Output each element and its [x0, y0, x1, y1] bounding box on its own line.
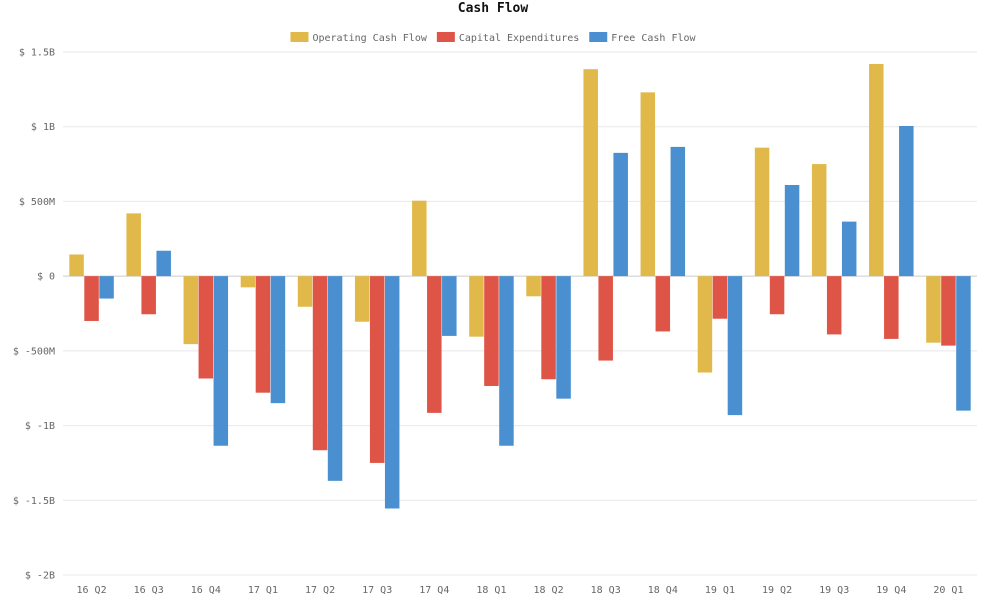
bar-capital-expenditures-18-q4	[655, 276, 671, 332]
x-tick-label: 16 Q4	[191, 585, 221, 596]
bar-operating-cash-flow-19-q4	[869, 63, 884, 277]
bar-operating-cash-flow-17-q3	[354, 276, 370, 322]
legend-swatch	[290, 32, 309, 42]
bar-free-cash-flow-17-q2	[327, 276, 343, 481]
bar-free-cash-flow-20-q1	[956, 276, 971, 411]
x-tick-label: 18 Q1	[476, 585, 506, 596]
bar-operating-cash-flow-18-q1	[469, 276, 484, 337]
bar-capital-expenditures-16-q2	[84, 276, 99, 321]
legend-swatch	[436, 32, 455, 42]
bar-capital-expenditures-19-q1	[712, 276, 728, 319]
bar-free-cash-flow-17-q4	[442, 276, 457, 336]
x-tick-label: 19 Q4	[876, 585, 906, 596]
bar-capital-expenditures-17-q3	[369, 276, 385, 463]
legend-label: Operating Cash Flow	[312, 33, 427, 44]
bar-operating-cash-flow-17-q2	[297, 276, 313, 307]
x-tick-label: 18 Q4	[648, 585, 678, 596]
x-tick-label: 18 Q3	[591, 585, 621, 596]
bar-capital-expenditures-19-q2	[769, 276, 785, 315]
legend-label: Free Cash Flow	[611, 33, 696, 44]
bar-capital-expenditures-18-q1	[484, 276, 499, 386]
bar-capital-expenditures-16-q4	[198, 276, 214, 379]
y-tick-label: $ -1.5B	[13, 496, 55, 507]
y-tick-label: $ -2B	[25, 571, 55, 582]
bar-operating-cash-flow-16-q3	[126, 213, 141, 277]
bar-capital-expenditures-19-q3	[826, 276, 842, 335]
bar-capital-expenditures-18-q2	[541, 276, 556, 380]
x-tick-label: 16 Q3	[134, 585, 164, 596]
bar-capital-expenditures-17-q1	[255, 276, 271, 393]
bar-operating-cash-flow-18-q3	[583, 69, 598, 277]
chart-title: Cash Flow	[458, 1, 529, 16]
x-tick-label: 17 Q2	[305, 585, 335, 596]
x-tick-label: 18 Q2	[534, 585, 564, 596]
y-axis-tick-labels: $ 1.5B $ 1B $ 500M $ 0 $ -500M $ -1B $ -1.5B $ …	[13, 48, 55, 582]
legend-item-operating-cash-flow[interactable]: Operating Cash Flow	[290, 32, 428, 44]
bar-free-cash-flow-19-q1	[727, 276, 743, 416]
y-tick-label: $ 500M	[19, 197, 55, 208]
x-tick-label: 19 Q1	[705, 585, 735, 596]
bar-capital-expenditures-16-q3	[141, 276, 156, 315]
bar-free-cash-flow-19-q2	[784, 184, 800, 277]
bar-free-cash-flow-16-q3	[156, 250, 171, 277]
bar-free-cash-flow-17-q1	[270, 276, 286, 404]
x-tick-label: 16 Q2	[77, 585, 107, 596]
legend: Operating Cash Flow Capital Expenditures F…	[290, 32, 697, 44]
x-axis-tick-labels: 16 Q2 16 Q3 16 Q4 17 Q1 17 Q2 17 Q3 17 Q4 18 Q1…	[77, 585, 964, 596]
x-tick-label: 20 Q1	[933, 585, 963, 596]
bar-operating-cash-flow-17-q4	[412, 200, 427, 277]
legend-item-capital-expenditures[interactable]: Capital Expenditures	[436, 32, 579, 44]
legend-label: Capital Expenditures	[459, 33, 579, 44]
bar-operating-cash-flow-19-q2	[754, 147, 770, 277]
bar-capital-expenditures-18-q3	[598, 276, 613, 361]
y-tick-label: $ -500M	[13, 346, 55, 357]
x-tick-label: 17 Q4	[419, 585, 449, 596]
bar-operating-cash-flow-16-q2	[69, 254, 84, 277]
bar-operating-cash-flow-19-q1	[697, 276, 713, 373]
bar-capital-expenditures-17-q2	[312, 276, 328, 451]
legend-item-free-cash-flow[interactable]: Free Cash Flow	[589, 32, 697, 44]
bar-free-cash-flow-18-q4	[670, 146, 686, 277]
bar-operating-cash-flow-17-q1	[240, 276, 256, 288]
bar-free-cash-flow-19-q4	[899, 125, 914, 277]
x-tick-label: 17 Q1	[248, 585, 278, 596]
bar-operating-cash-flow-20-q1	[926, 276, 941, 343]
y-tick-label: $ 1.5B	[19, 48, 55, 59]
x-tick-label: 17 Q3	[362, 585, 392, 596]
bar-free-cash-flow-19-q3	[841, 221, 857, 277]
bar-operating-cash-flow-19-q3	[811, 164, 827, 277]
bar-free-cash-flow-16-q4	[213, 276, 229, 446]
bar-free-cash-flow-18-q3	[613, 152, 628, 277]
legend-swatch	[589, 32, 608, 42]
bars	[69, 63, 971, 509]
bar-capital-expenditures-17-q4	[427, 276, 442, 413]
bar-free-cash-flow-18-q2	[556, 276, 571, 399]
bar-capital-expenditures-20-q1	[941, 276, 956, 346]
bar-free-cash-flow-18-q1	[499, 276, 514, 446]
y-tick-label: $ -1B	[25, 421, 55, 432]
y-tick-label: $ 0	[37, 272, 55, 283]
x-tick-label: 19 Q3	[819, 585, 849, 596]
bar-capital-expenditures-19-q4	[884, 276, 899, 339]
x-tick-label: 19 Q2	[762, 585, 792, 596]
bar-operating-cash-flow-16-q4	[183, 276, 199, 345]
bar-free-cash-flow-16-q2	[99, 276, 114, 299]
bar-operating-cash-flow-18-q2	[526, 276, 541, 297]
bar-free-cash-flow-17-q3	[384, 276, 400, 509]
y-tick-label: $ 1B	[31, 122, 55, 133]
bar-operating-cash-flow-18-q4	[640, 92, 656, 277]
